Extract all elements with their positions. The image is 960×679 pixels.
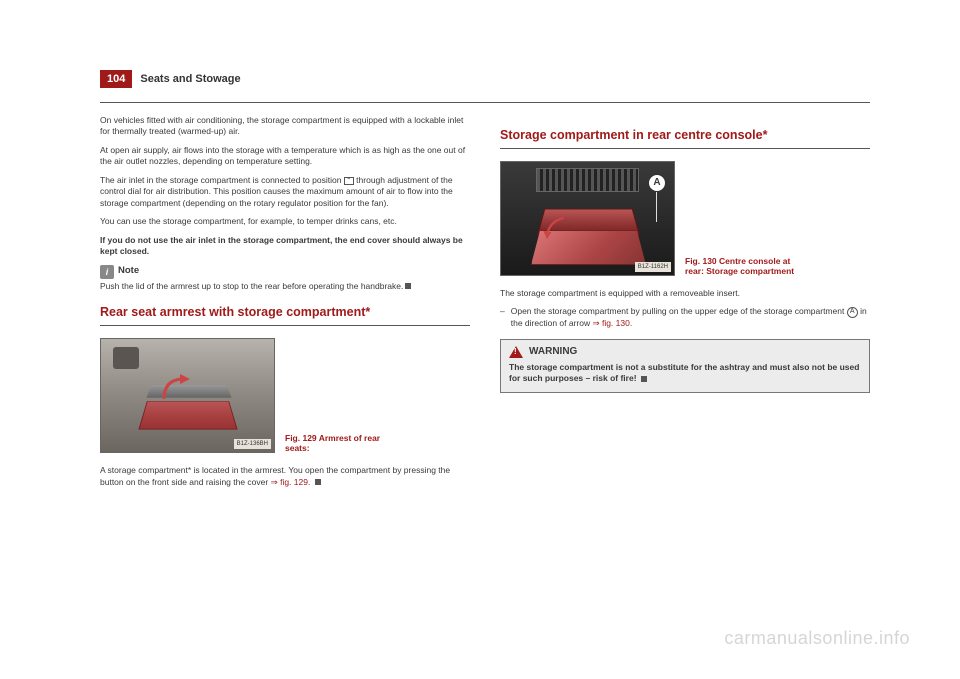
bullet-item: – Open the storage compartment by pullin… bbox=[500, 306, 870, 329]
paragraph: On vehicles fitted with air conditioning… bbox=[100, 115, 470, 138]
paragraph: You can use the storage compartment, for… bbox=[100, 216, 470, 227]
heading-rear-console: Storage compartment in rear centre conso… bbox=[500, 127, 870, 144]
watermark: carmanualsonline.info bbox=[724, 628, 910, 649]
paragraph-bold: If you do not use the air inlet in the s… bbox=[100, 235, 470, 258]
page-number: 104 bbox=[100, 70, 132, 88]
callout-ref-a: A bbox=[847, 307, 858, 318]
fig-reference: ⇒ fig. 129 bbox=[271, 477, 308, 487]
section-title: Seats and Stowage bbox=[140, 73, 240, 85]
paragraph: At open air supply, air flows into the s… bbox=[100, 145, 470, 168]
figure-129-row: B1Z-136BH Fig. 129 Armrest of rear seats… bbox=[100, 338, 470, 453]
heading-rear-armrest: Rear seat armrest with storage compartme… bbox=[100, 304, 470, 321]
fig-reference: ⇒ fig. 130 bbox=[592, 318, 629, 328]
text: The storage compartment is not a substit… bbox=[509, 362, 859, 383]
callout-line bbox=[656, 192, 657, 222]
text: . bbox=[630, 318, 632, 328]
figure-130-row: A B1Z-1162H Fig. 130 Centre console at r… bbox=[500, 161, 870, 276]
note-text: Push the lid of the armrest up to stop t… bbox=[100, 281, 470, 292]
arrow-icon bbox=[156, 369, 196, 409]
warning-body: The storage compartment is not a substit… bbox=[501, 362, 869, 392]
warning-triangle-icon bbox=[509, 346, 523, 358]
image-ref-tag: B1Z-136BH bbox=[234, 439, 271, 449]
text: Open the storage compartment by pulling … bbox=[511, 306, 847, 316]
end-square-icon bbox=[405, 283, 411, 289]
heading-rule bbox=[500, 148, 870, 149]
warning-box: WARNING The storage compartment is not a… bbox=[500, 339, 870, 392]
figure-130-image: A B1Z-1162H bbox=[500, 161, 675, 276]
warning-heading: WARNING bbox=[501, 340, 869, 362]
paragraph: A storage compartment* is located in the… bbox=[100, 465, 470, 488]
text: Push the lid of the armrest up to stop t… bbox=[100, 281, 403, 291]
figure-130-caption: Fig. 130 Centre console at rear: Storage… bbox=[685, 256, 805, 276]
page-container: 104 Seats and Stowage On vehicles fitted… bbox=[0, 0, 960, 525]
air-vents-shape bbox=[536, 168, 639, 192]
text: The air inlet in the storage compartment… bbox=[100, 175, 344, 185]
two-column-layout: On vehicles fitted with air conditioning… bbox=[100, 115, 870, 495]
headrest-shape bbox=[113, 347, 139, 369]
air-distribution-icon: ⌃ bbox=[344, 177, 354, 185]
note-label: Note bbox=[118, 265, 139, 278]
end-square-icon bbox=[641, 376, 647, 382]
paragraph: The air inlet in the storage compartment… bbox=[100, 175, 470, 209]
text: . bbox=[308, 477, 310, 487]
callout-a: A bbox=[648, 174, 666, 192]
header-rule bbox=[100, 102, 870, 103]
image-ref-tag: B1Z-1162H bbox=[635, 262, 671, 272]
paragraph: The storage compartment is equipped with… bbox=[500, 288, 870, 299]
heading-rule bbox=[100, 325, 470, 326]
bullet-text: Open the storage compartment by pulling … bbox=[511, 306, 870, 329]
figure-129-image: B1Z-136BH bbox=[100, 338, 275, 453]
bullet-dash: – bbox=[500, 306, 505, 329]
warning-label: WARNING bbox=[529, 345, 577, 359]
left-column: On vehicles fitted with air conditioning… bbox=[100, 115, 470, 495]
arrow-icon bbox=[541, 212, 571, 242]
note-heading: i Note bbox=[100, 265, 470, 279]
page-header: 104 Seats and Stowage bbox=[100, 70, 870, 88]
info-icon: i bbox=[100, 265, 114, 279]
right-column: Storage compartment in rear centre conso… bbox=[500, 115, 870, 495]
end-square-icon bbox=[315, 479, 321, 485]
figure-129-caption: Fig. 129 Armrest of rear seats: bbox=[285, 433, 405, 453]
